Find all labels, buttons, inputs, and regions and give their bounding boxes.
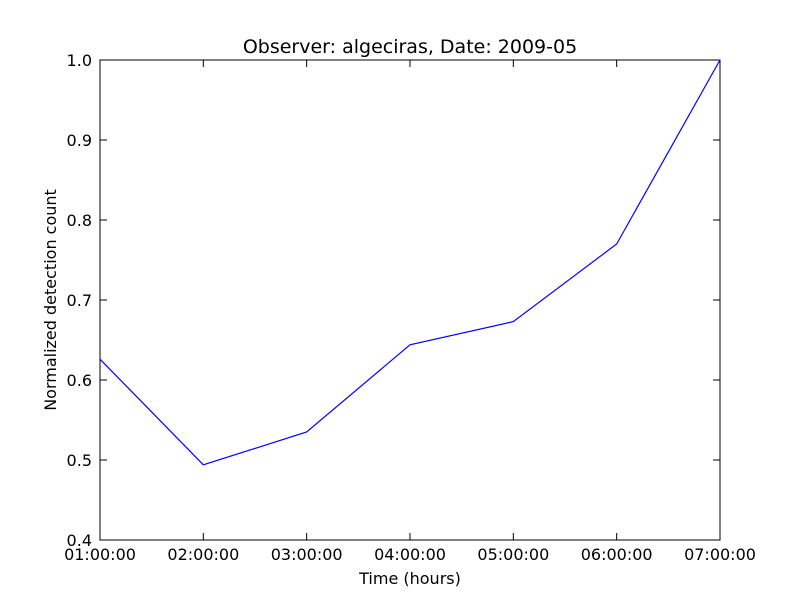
y-tick-label: 0.9	[67, 131, 92, 150]
chart-title: Observer: algeciras, Date: 2009-05	[243, 36, 577, 58]
x-tick-label: 06:00:00	[581, 545, 653, 564]
x-axis-label: Time (hours)	[358, 569, 461, 588]
x-axis: 01:00:00 02:00:00 03:00:00 04:00:00 05:00:00…	[64, 60, 756, 564]
y-tick-label: 0.5	[67, 451, 92, 470]
x-tick-label: 01:00:00	[64, 545, 136, 564]
x-tick-label: 02:00:00	[167, 545, 239, 564]
y-tick-label: 0.7	[67, 291, 92, 310]
y-tick-label: 0.8	[67, 211, 92, 230]
y-axis: 0.4 0.5 0.6 0.7 0.8 0.9 1.0	[67, 51, 720, 550]
x-tick-label: 04:00:00	[374, 545, 446, 564]
y-axis-label: Normalized detection count	[41, 189, 60, 411]
series-layer	[99, 59, 721, 466]
y-tick-label: 1.0	[67, 51, 92, 70]
y-tick-label: 0.4	[67, 531, 92, 550]
x-tick-label: 05:00:00	[477, 545, 549, 564]
x-tick-label: 07:00:00	[684, 545, 756, 564]
x-tick-label: 03:00:00	[271, 545, 343, 564]
y-tick-label: 0.6	[67, 371, 92, 390]
